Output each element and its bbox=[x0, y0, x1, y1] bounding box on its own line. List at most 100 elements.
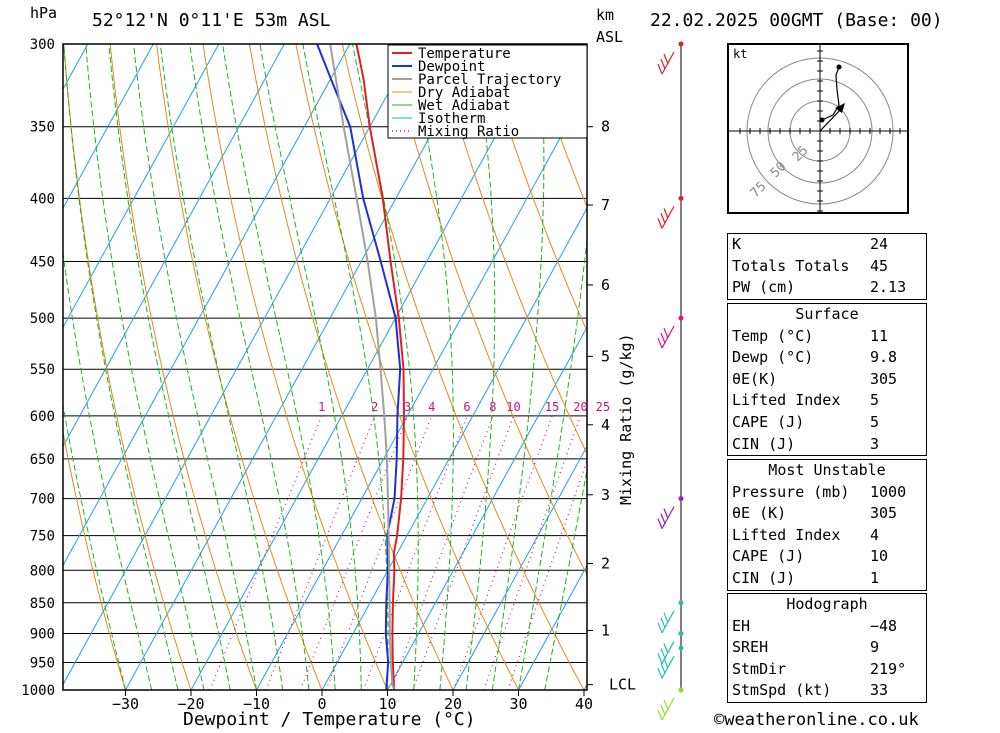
wind-barb-icon bbox=[657, 506, 675, 529]
wet-adiabat-line bbox=[63, 249, 153, 690]
isotherm-line bbox=[321, 207, 587, 690]
mixing-ratio-label: 15 bbox=[545, 400, 559, 414]
temperature-line bbox=[355, 44, 406, 690]
mixing-ratio-label: 4 bbox=[428, 400, 435, 414]
surface-value: 11 bbox=[870, 326, 889, 345]
km-tick-label: 7 bbox=[601, 196, 610, 214]
mixing-ratio-label: 2 bbox=[371, 400, 378, 414]
legend-isotherm: Isotherm bbox=[418, 111, 485, 127]
pressure-tick-label: 300 bbox=[30, 37, 55, 53]
plot-frame bbox=[62, 43, 588, 691]
wet-adiabat-line bbox=[491, 44, 545, 690]
km-label: km bbox=[596, 6, 615, 24]
wind-barb-icon bbox=[657, 325, 675, 349]
isotherm-line bbox=[256, 88, 587, 690]
hodograph-trace bbox=[821, 66, 840, 121]
wet-adiabat-line bbox=[159, 44, 284, 690]
mixing-ratio-line bbox=[507, 459, 587, 690]
mixing-ratio-line bbox=[453, 415, 553, 690]
surface-row: CAPE (J) 5 bbox=[728, 412, 926, 434]
pressure-tick-label: 950 bbox=[30, 655, 55, 671]
wet-adiabat-line bbox=[352, 44, 419, 690]
hodograph-ring-label-25: 25 bbox=[790, 143, 812, 165]
hodograph-stats-row: SREH 9 bbox=[728, 637, 926, 659]
surface-label: θE(K) bbox=[732, 369, 778, 388]
km-tick-label: LCL bbox=[609, 676, 636, 694]
index-row-pw: PW (cm) 2.13 bbox=[728, 277, 926, 299]
wet-adiabat-line bbox=[133, 44, 257, 690]
hodograph-ring-label-50: 50 bbox=[768, 159, 790, 181]
wet-adiabat-line bbox=[63, 44, 179, 690]
hodograph-stats-title: Hodograph bbox=[786, 595, 868, 613]
mixing-ratio-axis-label: Mixing Ratio (g/kg) bbox=[617, 333, 635, 505]
hodograph-start-point bbox=[819, 117, 825, 123]
legend-mixing-ratio: Mixing Ratio bbox=[418, 124, 519, 140]
wet-adiabat-line bbox=[108, 44, 231, 690]
km-tick-label: 6 bbox=[601, 276, 610, 294]
surface-value: 9.8 bbox=[870, 348, 898, 367]
isotherm-line bbox=[63, 44, 154, 210]
mixing-ratio-label: 10 bbox=[506, 400, 520, 414]
pressure-tick-label: 350 bbox=[30, 120, 55, 136]
mixing-ratio-line bbox=[483, 415, 582, 690]
isotherm-line bbox=[387, 326, 587, 690]
index-label: Totals Totals bbox=[732, 256, 850, 275]
wind-level-dot bbox=[678, 41, 684, 47]
legend: Temperature Dewpoint Parcel Trajectory D… bbox=[387, 44, 588, 140]
surface-row: Dewp (°C) 9.8 bbox=[728, 347, 926, 369]
hodograph-stats-row: EH −48 bbox=[728, 616, 926, 638]
pressure-tick-label: 700 bbox=[30, 492, 55, 508]
dry-adiabat-line bbox=[63, 44, 192, 690]
most-unstable-label: CAPE (J) bbox=[732, 547, 805, 566]
hodograph-stats-label: EH bbox=[732, 616, 751, 635]
surface-label: CIN (J) bbox=[732, 434, 796, 453]
dry-adiabat-line bbox=[156, 44, 323, 690]
wet-adiabat-line bbox=[465, 44, 496, 690]
pressure-tick-label: 850 bbox=[30, 596, 55, 612]
temp-tick-label: −10 bbox=[243, 695, 270, 713]
surface-row: Lifted Index 5 bbox=[728, 390, 926, 412]
hodograph-ring-label-75: 75 bbox=[748, 179, 770, 201]
temp-tick-label: 30 bbox=[509, 695, 527, 713]
legend-dry-adiabat: Dry Adiabat bbox=[418, 85, 511, 101]
index-value: 2.13 bbox=[870, 278, 907, 297]
indices-panel: K 24 Totals Totals 45 PW (cm) 2.13 bbox=[727, 233, 927, 300]
hodograph: kt 25 50 75 bbox=[727, 43, 909, 214]
hodograph-stats-row: StmSpd (kt) 33 bbox=[728, 680, 926, 702]
index-row-k: K 24 bbox=[728, 234, 926, 256]
index-value: 45 bbox=[870, 256, 889, 275]
hodograph-unit: kt bbox=[733, 47, 747, 61]
most-unstable-value: 305 bbox=[870, 504, 898, 523]
wet-adiabat-line bbox=[544, 468, 587, 690]
mixing-ratio-label: 8 bbox=[489, 400, 496, 414]
credit-link[interactable]: ©weatheronline.co.uk bbox=[714, 710, 919, 730]
hodograph-stats-label: SREH bbox=[732, 638, 769, 657]
pressure-unit-label: hPa bbox=[30, 4, 58, 22]
most-unstable-row: CAPE (J) 10 bbox=[728, 546, 926, 568]
pressure-tick-label: 900 bbox=[30, 626, 55, 642]
legend-temperature: Temperature bbox=[418, 46, 511, 62]
isotherm-line bbox=[518, 564, 587, 690]
km-tick-label: 8 bbox=[601, 118, 610, 136]
pressure-tick-label: 650 bbox=[30, 452, 55, 468]
hodograph-stats-label: StmDir bbox=[732, 659, 787, 678]
temp-tick-label: 40 bbox=[575, 695, 593, 713]
height-unit-label: km ASL bbox=[596, 4, 623, 48]
dry-adiabat-line bbox=[202, 44, 388, 690]
surface-value: 3 bbox=[870, 434, 880, 453]
mixing-ratio-label: 1 bbox=[318, 400, 325, 414]
most-unstable-label: CIN (J) bbox=[732, 568, 796, 587]
wind-level-dot bbox=[678, 630, 684, 636]
hodograph-stats-label: StmSpd (kt) bbox=[732, 681, 832, 700]
hodograph-stats-panel: Hodograph EH −48 SREH 9 StmDir 219° StmSpd … bbox=[727, 593, 927, 703]
location-title: 52°12'N 0°11'E 53m ASL bbox=[92, 10, 331, 31]
parcel-trajectory-line bbox=[329, 44, 396, 690]
pressure-tick-label: 500 bbox=[30, 311, 55, 327]
surface-row: θE(K) 305 bbox=[728, 369, 926, 391]
wind-level-dot bbox=[678, 645, 684, 651]
wet-adiabat-line bbox=[409, 44, 454, 690]
most-unstable-panel: Most Unstable Pressure (mb) 1000 θE (K) 30… bbox=[727, 459, 927, 591]
index-value: 24 bbox=[870, 235, 889, 253]
pressure-tick-label: 1000 bbox=[21, 683, 55, 699]
